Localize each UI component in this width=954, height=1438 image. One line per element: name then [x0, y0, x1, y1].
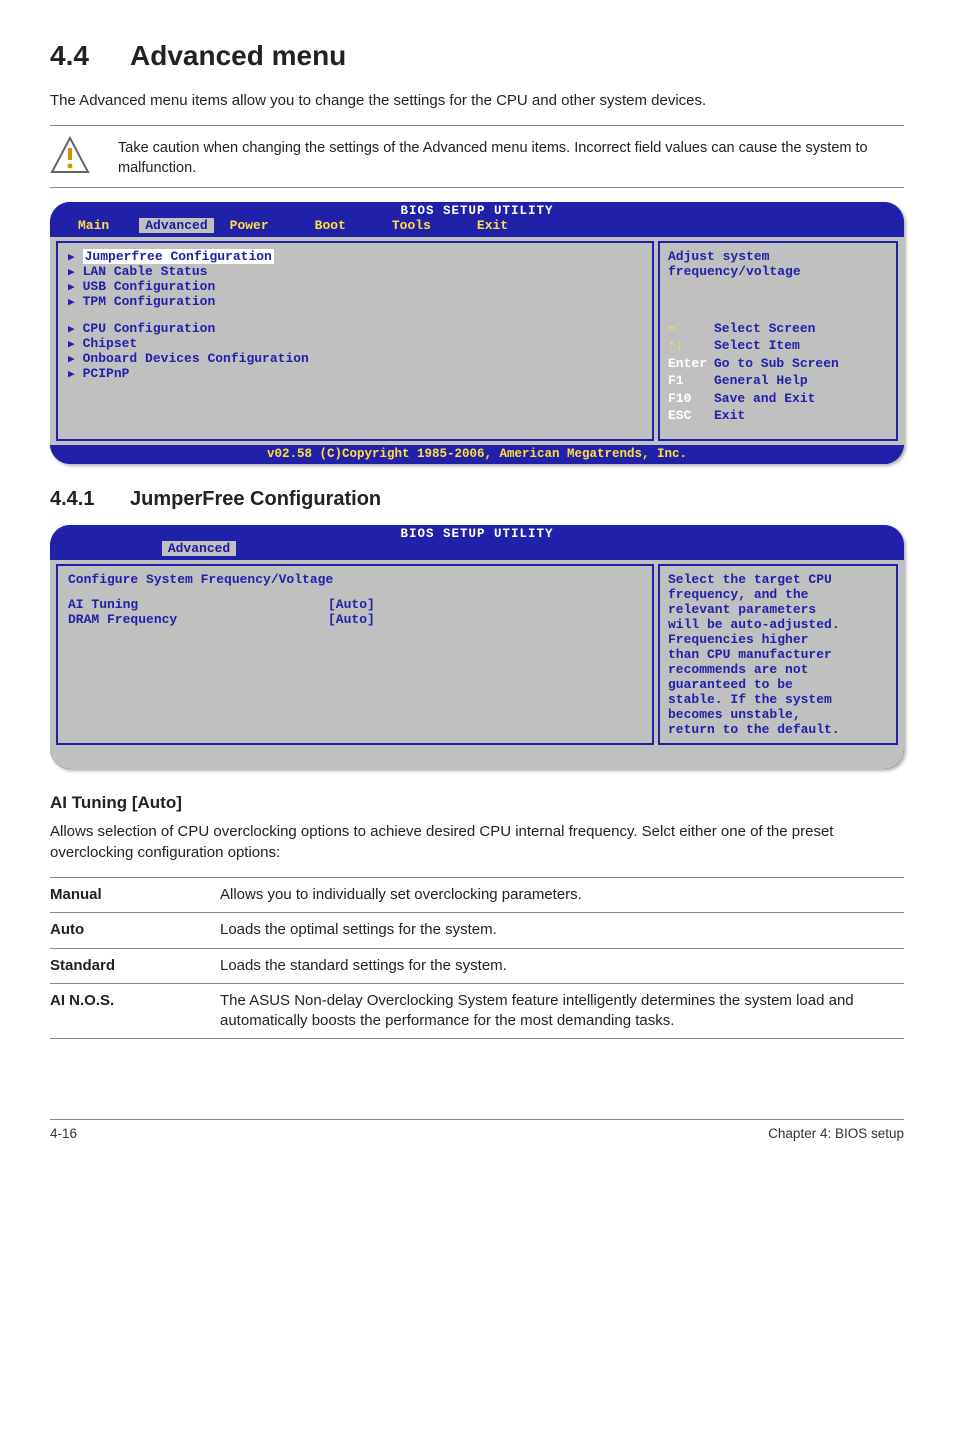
intro-text: The Advanced menu items allow you to cha… [50, 90, 904, 111]
caution-text: Take caution when changing the settings … [118, 136, 904, 179]
tab-tools: Tools [376, 218, 461, 233]
page-footer: 4-16 Chapter 4: BIOS setup [50, 1119, 904, 1141]
bios2-help-2: relevant parameters [668, 602, 888, 617]
bios1-footer: v02.58 (C)Copyright 1985-2006, American … [50, 445, 904, 464]
bios2-help-8: stable. If the system [668, 692, 888, 707]
def-term-2: Standard [50, 956, 220, 976]
section-441-num: 4.4.1 [50, 488, 130, 511]
caution-block: Take caution when changing the settings … [50, 136, 904, 181]
section-441: 4.4.1JumperFree Configuration [50, 488, 904, 511]
def-row: ManualAllows you to individually set ove… [50, 877, 904, 913]
menu-onboard: Onboard Devices Configuration [83, 351, 309, 366]
tab-boot: Boot [299, 218, 376, 233]
bios1-help2: frequency/voltage [668, 264, 888, 279]
heading-num: 4.4 [50, 40, 130, 72]
legend-enter: Go to Sub Screen [714, 355, 839, 373]
section-441-title: JumperFree Configuration [130, 488, 381, 510]
def-desc-1: Loads the optimal settings for the syste… [220, 920, 904, 940]
def-desc-2: Loads the standard settings for the syst… [220, 956, 904, 976]
tab-exit: Exit [461, 218, 538, 233]
divider [50, 125, 904, 126]
bios-panel-1: BIOS SETUP UTILITY Main Advanced Power B… [50, 202, 904, 464]
menu-usb: USB Configuration [83, 279, 216, 294]
heading-title: Advanced menu [130, 40, 346, 71]
bios2-row1-lbl: DRAM Frequency [68, 612, 328, 627]
bios1-title: BIOS SETUP UTILITY [50, 202, 904, 218]
bios2-help-3: will be auto-adjusted. [668, 617, 888, 632]
legend-item: Select Item [714, 337, 800, 355]
def-row: AutoLoads the optimal settings for the s… [50, 913, 904, 948]
menu-tpm: TPM Configuration [83, 294, 216, 309]
bios2-row1-val: [Auto] [328, 612, 375, 627]
bios2-help-5: than CPU manufacturer [668, 647, 888, 662]
menu-jumperfree: Jumperfree Configuration [83, 249, 274, 264]
legend-screen: Select Screen [714, 320, 815, 338]
tab-power: Power [214, 218, 299, 233]
def-row: StandardLoads the standard settings for … [50, 949, 904, 984]
footer-right: Chapter 4: BIOS setup [768, 1126, 904, 1141]
bios2-curve [50, 749, 904, 769]
bios2-help-0: Select the target CPU [668, 572, 888, 587]
menu-pcipnp: PCIPnP [83, 366, 130, 381]
definition-list: ManualAllows you to individually set ove… [50, 877, 904, 1039]
bios1-tabs: Main Advanced Power Boot Tools Exit [50, 218, 904, 237]
bios2-row0-val: [Auto] [328, 597, 375, 612]
footer-left: 4-16 [50, 1126, 77, 1141]
bios1-body: ▶Jumperfree Configuration ▶LAN Cable Sta… [50, 237, 904, 445]
caution-icon [50, 136, 90, 181]
bios2-help-6: recommends are not [668, 662, 888, 677]
menu-lan: LAN Cable Status [83, 264, 208, 279]
menu-chipset: Chipset [83, 336, 138, 351]
bios2-help-1: frequency, and the [668, 587, 888, 602]
bios2-body: Configure System Frequency/Voltage AI Tu… [50, 560, 904, 749]
def-term-3: AI N.O.S. [50, 991, 220, 1032]
legend-f1: General Help [714, 372, 808, 390]
bios2-help-10: return to the default. [668, 722, 888, 737]
def-desc-3: The ASUS Non-delay Overclocking System f… [220, 991, 904, 1032]
tab-main: Main [62, 218, 139, 233]
bios2-left: Configure System Frequency/Voltage AI Tu… [56, 564, 654, 745]
def-term-0: Manual [50, 885, 220, 905]
def-desc-0: Allows you to individually set overclock… [220, 885, 904, 905]
def-term-1: Auto [50, 920, 220, 940]
def-row: AI N.O.S.The ASUS Non-delay Overclocking… [50, 984, 904, 1040]
page-heading: 4.4Advanced menu [50, 40, 904, 72]
menu-cpu: CPU Configuration [83, 321, 216, 336]
bios1-left: ▶Jumperfree Configuration ▶LAN Cable Sta… [56, 241, 654, 441]
bios2-title: BIOS SETUP UTILITY [50, 525, 904, 541]
bios1-legend: ⇔Select Screen ↑↓Select Item EnterGo to … [668, 320, 888, 433]
bios2-help-7: guaranteed to be [668, 677, 888, 692]
legend-esc: Exit [714, 407, 745, 425]
tab-advanced: Advanced [139, 218, 213, 233]
bios2-row0-lbl: AI Tuning [68, 597, 328, 612]
bios-panel-2: BIOS SETUP UTILITY . Advanced Configure … [50, 525, 904, 769]
bios2-help-4: Frequencies higher [668, 632, 888, 647]
legend-f10: Save and Exit [714, 390, 815, 408]
divider [50, 187, 904, 188]
bios2-right: Select the target CPU frequency, and the… [658, 564, 898, 745]
bios2-tabs: . Advanced [50, 541, 904, 560]
bios2-header: Configure System Frequency/Voltage [68, 572, 642, 587]
bios1-help1: Adjust system [668, 249, 888, 264]
bios1-right: Adjust system frequency/voltage ⇔Select … [658, 241, 898, 441]
bios2-tab-advanced: Advanced [162, 541, 236, 556]
ai-tuning-desc: Allows selection of CPU overclocking opt… [50, 821, 904, 863]
bios2-help-9: becomes unstable, [668, 707, 888, 722]
ai-tuning-heading: AI Tuning [Auto] [50, 793, 904, 813]
